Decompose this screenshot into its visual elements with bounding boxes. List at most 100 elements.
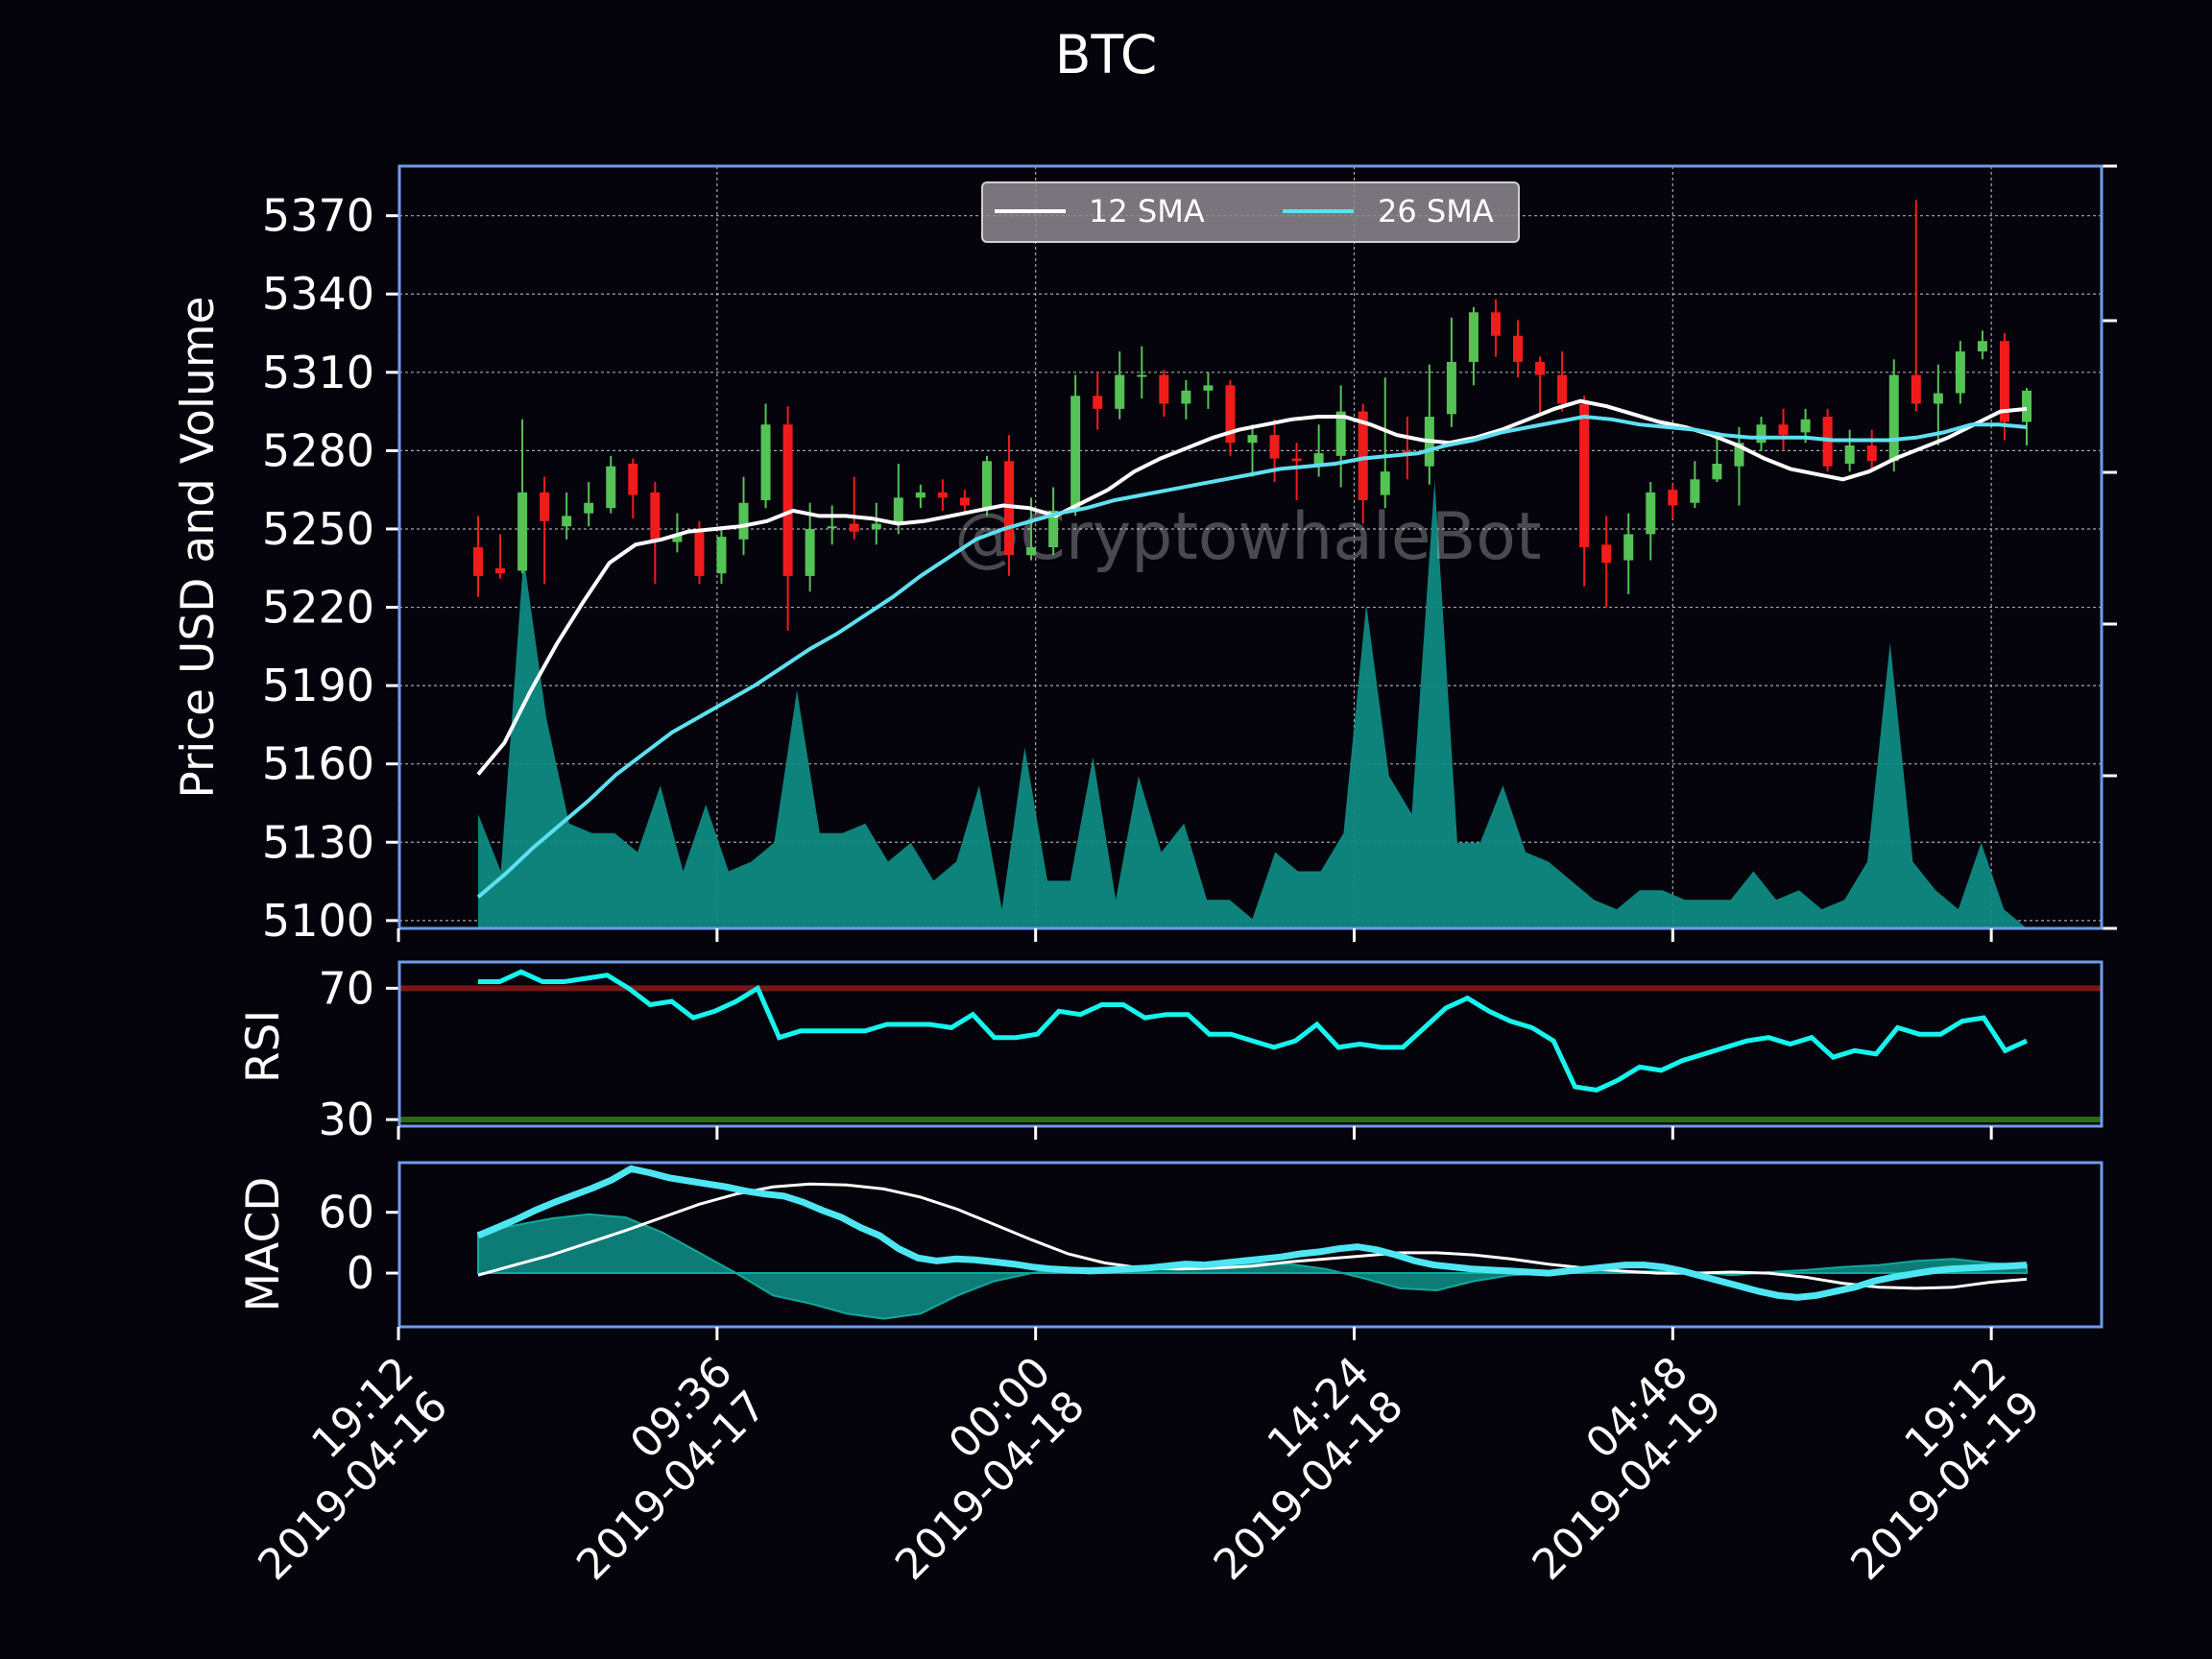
rsi-panel: 30 70 RSI xyxy=(237,960,2104,1145)
candle-body xyxy=(1557,374,1568,404)
candle-body xyxy=(584,502,594,514)
candle-body xyxy=(1004,461,1015,556)
candle-body xyxy=(1093,396,1103,409)
price-y-tick-label: 5100 xyxy=(262,895,374,947)
candle-body xyxy=(1247,435,1258,444)
sma-layer xyxy=(476,398,2028,899)
candle-body xyxy=(871,523,881,529)
candle-body xyxy=(959,497,970,506)
candle-body xyxy=(1999,341,2009,422)
price-y-ticks: 5100 5130 5160 5190 5220 5250 5280 5310 5340 5370 xyxy=(262,164,2117,947)
candle-body xyxy=(1778,424,1789,436)
macd-y-tick-label: 60 xyxy=(318,1187,374,1238)
macd-frame xyxy=(397,1161,2104,1329)
candle-body xyxy=(1646,492,1656,535)
macd-panel: 060 MACD xyxy=(237,1161,2104,1329)
volume-layer xyxy=(478,480,2027,928)
candle-body xyxy=(628,463,638,495)
candle-body xyxy=(1844,445,1855,464)
rsi-line xyxy=(478,969,2029,1093)
candle-body xyxy=(760,424,771,501)
price-frame xyxy=(397,164,2104,930)
candle-body xyxy=(1888,374,1899,462)
price-y-tick-label: 5310 xyxy=(262,347,374,398)
legend: 12 SMA 26 SMA xyxy=(981,181,1520,243)
candle-body xyxy=(650,492,661,542)
candle-body xyxy=(1579,403,1590,547)
candle-body xyxy=(1291,458,1302,462)
candle-body xyxy=(1933,393,1943,404)
candle-body xyxy=(1866,445,1877,462)
candle-body xyxy=(1115,374,1125,409)
candle-body xyxy=(606,466,616,509)
legend-label-26sma: 26 SMA xyxy=(1378,193,1494,229)
rsi-frame xyxy=(397,960,2104,1128)
candle-body xyxy=(1513,335,1524,362)
candle-body xyxy=(1490,312,1501,336)
macd-y-axis-label: MACD xyxy=(237,1177,290,1312)
candle-body xyxy=(473,547,483,576)
candle-body xyxy=(1623,534,1634,561)
candle-body xyxy=(1203,385,1214,391)
candle-body xyxy=(1690,479,1700,503)
candle-body xyxy=(1601,544,1612,564)
candle-body xyxy=(2022,390,2032,422)
legend-box xyxy=(981,181,1520,243)
candle-body xyxy=(1070,396,1081,511)
candle-body xyxy=(716,537,727,574)
sma12-line xyxy=(476,398,2028,776)
candle-body xyxy=(805,528,815,576)
legend-label-12sma: 12 SMA xyxy=(1089,193,1205,229)
candle-body xyxy=(517,492,528,571)
candle-body xyxy=(1335,411,1346,456)
candle-body xyxy=(782,424,793,576)
price-y-tick-label: 5250 xyxy=(262,503,374,555)
price-y-tick-label: 5370 xyxy=(262,190,374,242)
candle-body xyxy=(915,492,926,498)
price-y-tick-label: 5220 xyxy=(262,582,374,634)
candle-body xyxy=(1756,424,1767,444)
rsi-y-tick-label: 70 xyxy=(318,962,374,1014)
price-y-tick-label: 5130 xyxy=(262,816,374,868)
candle-body xyxy=(1380,471,1390,495)
macd-y-tick-label: 0 xyxy=(347,1247,374,1299)
macd-y-ticks: 060 xyxy=(318,1187,399,1299)
candle-body xyxy=(540,492,550,521)
candle-body xyxy=(1468,312,1479,362)
candle-body xyxy=(1269,435,1280,459)
candle-body xyxy=(1159,374,1169,404)
candle-body xyxy=(1181,390,1191,404)
rsi-layer xyxy=(399,969,2102,1123)
candle-body xyxy=(562,516,572,527)
candle-body xyxy=(1955,351,1965,394)
price-y-tick-label: 5160 xyxy=(262,738,374,790)
candle-body xyxy=(1977,341,1987,352)
sma26-line xyxy=(476,414,2028,899)
candle-body xyxy=(1026,547,1037,556)
candle-body xyxy=(694,528,705,576)
candle-body xyxy=(1225,385,1236,444)
candle-body xyxy=(1734,443,1744,467)
candle-body xyxy=(495,567,506,574)
candle-body xyxy=(827,526,837,529)
candle-body xyxy=(937,492,948,498)
candle-body xyxy=(738,502,749,540)
rsi-y-ticks: 30 70 xyxy=(318,962,399,1145)
rsi-y-tick-label: 30 xyxy=(318,1094,374,1145)
candle-body xyxy=(1535,361,1546,375)
candle-body xyxy=(1048,510,1059,547)
candle-body xyxy=(981,461,992,509)
macd-fast-line xyxy=(476,1165,2028,1301)
candle-body xyxy=(1712,463,1722,480)
macd-layer xyxy=(476,1165,2028,1320)
candle-body xyxy=(1800,419,1811,433)
price-y-axis-label: Price USD and Volume xyxy=(172,296,225,798)
candle-body xyxy=(1137,374,1147,377)
macd-slow-line xyxy=(477,1182,2028,1290)
price-y-tick-label: 5280 xyxy=(262,424,374,476)
rsi-y-axis-label: RSI xyxy=(237,1010,290,1083)
candle-body xyxy=(1313,453,1324,464)
candle-body xyxy=(849,523,859,532)
